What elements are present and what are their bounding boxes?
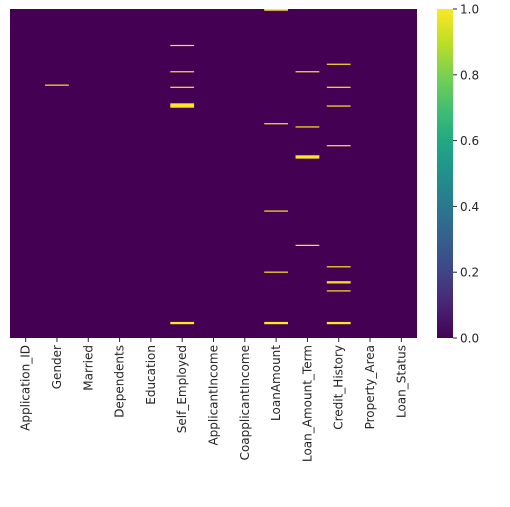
missing-cell [170, 86, 195, 88]
missing-cell [295, 155, 320, 157]
missing-cell [295, 156, 320, 158]
missing-cell [170, 321, 195, 324]
missing-cell [170, 104, 195, 106]
x-tick-label: CoapplicantIncome [238, 345, 252, 460]
x-tick-label: Gender [50, 345, 64, 389]
missing-cell [326, 322, 351, 325]
missing-cell [170, 106, 195, 108]
colorbar-tick-label: 0.2 [460, 266, 479, 280]
missing-cell [170, 103, 195, 105]
missing-cell [264, 321, 289, 324]
missing-cell [326, 321, 351, 324]
missing-cell [326, 86, 351, 88]
colorbar-tick-label: 0.4 [460, 200, 479, 214]
missing-cell [295, 244, 320, 246]
colorbar: 0.0 0.2 0.4 0.6 0.8 1.0 [437, 3, 479, 346]
missing-cell [170, 322, 195, 325]
x-tick-label: ApplicantIncome [207, 345, 221, 446]
x-tick-label: Loan_Amount_Term [300, 345, 314, 462]
missing-cell [326, 266, 351, 268]
colorbar-tick-label: 1.0 [460, 3, 479, 17]
missing-cell [295, 126, 320, 128]
missing-cell [326, 290, 351, 292]
x-tick-label: Property_Area [363, 345, 377, 429]
x-tick-label: Application_ID [19, 345, 33, 431]
x-tick-label: LoanAmount [269, 345, 283, 421]
x-axis-ticks: Application_ID Gender Married Dependents Edu… [19, 338, 408, 462]
missing-cell [264, 9, 289, 11]
missing-cell [326, 145, 351, 147]
missing-cell [264, 271, 289, 273]
colorbar-gradient [437, 9, 453, 338]
missing-cell [295, 71, 320, 73]
x-tick-label: Married [81, 345, 95, 391]
missing-cell [326, 282, 351, 284]
x-tick-label: Self_Employed [175, 345, 189, 433]
x-tick-label: Education [144, 345, 158, 405]
missing-cell [170, 105, 195, 107]
x-tick-label: Credit_History [332, 345, 346, 430]
missing-cell [295, 157, 320, 159]
missing-cell [264, 210, 289, 212]
heatmap-cells [10, 9, 417, 338]
missing-cell [326, 105, 351, 107]
heatmap-background [10, 9, 417, 338]
x-tick-label: Dependents [113, 345, 127, 418]
missing-cell [264, 322, 289, 325]
colorbar-tick-label: 0.0 [460, 332, 479, 346]
missing-cell [264, 123, 289, 125]
missing-cell [170, 71, 195, 73]
colorbar-tick-label: 0.8 [460, 68, 479, 82]
missing-cell [326, 63, 351, 65]
colorbar-tick-label: 0.6 [460, 134, 479, 148]
missing-cell [45, 84, 69, 86]
missing-cell [326, 281, 351, 283]
x-tick-label: Loan_Status [394, 345, 408, 418]
missing-cell [170, 44, 195, 47]
